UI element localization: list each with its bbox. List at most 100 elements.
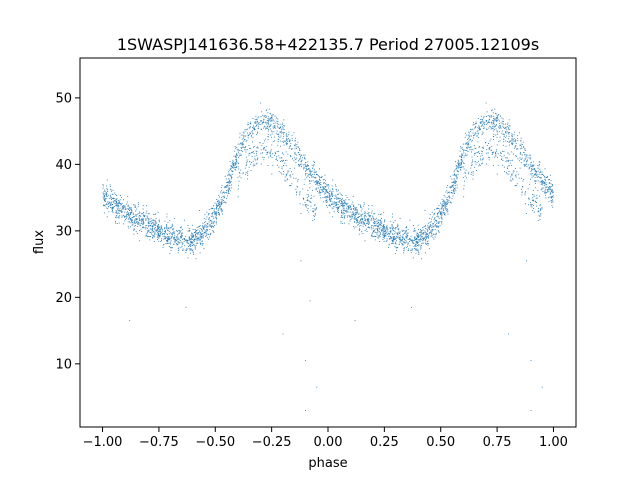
data-point <box>265 121 267 123</box>
data-point <box>129 215 131 217</box>
data-point <box>256 124 258 126</box>
data-point <box>327 195 329 197</box>
data-point <box>232 159 234 161</box>
data-point <box>530 162 532 164</box>
data-point <box>266 109 268 111</box>
data-point <box>424 239 426 241</box>
data-point <box>217 201 219 203</box>
data-point <box>158 235 160 236</box>
data-point <box>315 189 317 191</box>
data-point <box>189 249 191 251</box>
data-point <box>294 167 296 169</box>
data-point <box>116 204 118 206</box>
data-point <box>485 102 487 104</box>
data-point <box>287 172 289 174</box>
data-point <box>195 231 196 233</box>
data-point <box>505 140 507 142</box>
data-point <box>102 185 104 187</box>
data-point <box>154 232 156 234</box>
data-point <box>299 203 301 205</box>
data-point <box>476 135 478 137</box>
data-point <box>500 122 502 124</box>
data-point <box>313 164 315 165</box>
data-point <box>463 157 465 159</box>
data-point <box>176 230 178 232</box>
data-point <box>307 169 308 171</box>
data-point <box>194 240 196 242</box>
data-point <box>375 225 377 227</box>
data-point <box>285 151 287 153</box>
data-point <box>334 197 336 199</box>
data-point <box>401 229 403 231</box>
data-point <box>355 208 357 210</box>
data-point <box>177 252 179 254</box>
data-point <box>214 212 216 214</box>
data-point <box>550 188 552 190</box>
data-point <box>235 155 237 157</box>
data-point <box>271 133 273 135</box>
data-point <box>243 147 245 149</box>
data-point <box>514 185 516 187</box>
data-point <box>417 244 419 246</box>
data-point <box>192 233 194 235</box>
data-point <box>281 157 283 159</box>
data-point <box>466 143 468 145</box>
data-point <box>526 154 528 156</box>
data-point <box>343 202 345 204</box>
data-point <box>173 233 175 234</box>
data-point <box>517 148 519 150</box>
data-point <box>446 203 448 205</box>
data-point <box>251 162 253 163</box>
data-point <box>511 133 513 135</box>
data-point <box>508 159 510 161</box>
data-point <box>528 166 530 168</box>
data-point <box>117 211 119 213</box>
data-point <box>296 186 298 187</box>
data-point <box>386 227 388 229</box>
data-point <box>541 180 543 182</box>
data-point <box>531 176 533 178</box>
data-point <box>314 208 316 210</box>
data-point <box>395 247 397 249</box>
data-point <box>133 212 134 214</box>
data-point <box>364 211 366 213</box>
data-point <box>460 155 462 157</box>
data-point <box>360 219 361 221</box>
data-point <box>191 233 193 234</box>
data-point <box>366 222 368 224</box>
data-point <box>525 163 527 165</box>
data-point <box>423 239 425 241</box>
data-point <box>198 226 200 228</box>
data-point <box>145 212 147 214</box>
data-point <box>214 214 216 215</box>
x-tick-label: 0.25 <box>370 435 399 450</box>
data-point <box>116 198 118 200</box>
data-point <box>445 202 446 204</box>
data-point <box>158 229 160 231</box>
data-point <box>456 175 458 177</box>
data-point <box>283 128 285 130</box>
data-point <box>454 182 456 184</box>
data-point <box>468 136 470 138</box>
data-point <box>429 229 430 230</box>
data-point <box>351 214 353 216</box>
data-point <box>379 220 381 222</box>
data-point <box>331 207 333 209</box>
data-point <box>447 200 449 202</box>
data-point <box>275 152 276 154</box>
data-point <box>418 235 420 237</box>
data-point <box>125 219 126 220</box>
data-point <box>135 225 136 226</box>
data-point <box>387 234 389 236</box>
data-point <box>122 208 124 210</box>
data-point <box>392 239 394 241</box>
data-point <box>242 131 244 133</box>
data-point <box>417 233 419 234</box>
data-point <box>455 168 457 170</box>
data-point <box>457 165 459 167</box>
data-point <box>482 132 484 134</box>
data-point <box>517 140 519 142</box>
data-point <box>422 238 424 240</box>
data-point <box>130 210 132 212</box>
data-point <box>363 212 365 214</box>
